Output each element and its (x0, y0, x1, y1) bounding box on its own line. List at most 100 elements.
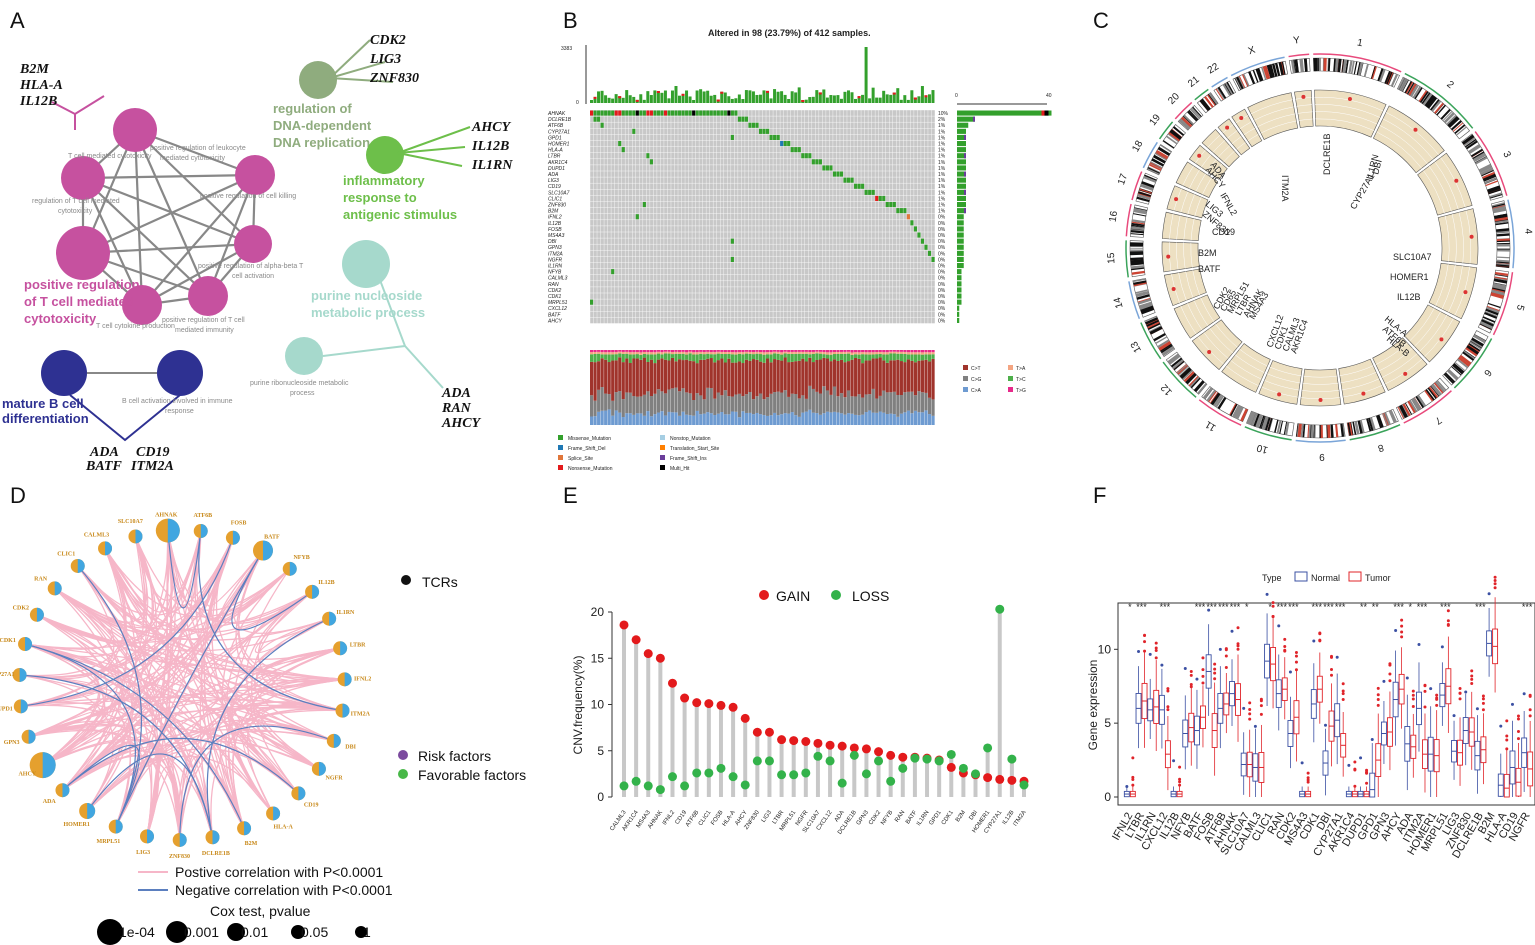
snv-legend-swatch (963, 387, 968, 392)
outlier (1154, 649, 1158, 653)
loss-point (716, 763, 726, 773)
outlier (1224, 654, 1228, 658)
tmb-bar (790, 91, 794, 103)
cnv-track (1338, 358, 1386, 405)
ideogram-band (1496, 242, 1510, 245)
tmb-bar (787, 98, 791, 103)
freq-bar (957, 281, 962, 287)
snv-bar-seg (794, 415, 798, 425)
snv-bar-seg (896, 394, 900, 417)
snv-bar-seg (604, 410, 608, 425)
gene-node-half (87, 802, 96, 819)
snv-bar-seg (906, 350, 911, 353)
tmb-bar (674, 86, 678, 103)
snv-bar-seg (716, 413, 720, 425)
freq-bar-seg (973, 116, 975, 122)
mutation-cell (825, 165, 829, 171)
snv-bar-seg (910, 413, 914, 425)
snv-bar-seg (670, 352, 675, 355)
snv-bar-seg (906, 354, 911, 360)
outlier (1446, 623, 1450, 627)
mutation-cell (618, 110, 622, 116)
ideogram-band (1233, 405, 1242, 419)
snv-bar-seg (787, 396, 791, 414)
mutation-cell (656, 110, 661, 116)
snv-bar-seg (931, 415, 935, 425)
mutation-cell (861, 183, 865, 189)
cnv-grid (1202, 177, 1212, 195)
chrom-label: 10 (1255, 441, 1269, 455)
ideogram-band (1390, 409, 1397, 423)
snv-bar-seg (868, 360, 872, 395)
mutation-legend-swatch (660, 455, 665, 460)
mutation-cell (604, 110, 608, 116)
tmb-bar (604, 95, 608, 103)
snv-bar-seg (607, 350, 611, 353)
gene-label: LIG3 (548, 178, 559, 184)
tmb-bar (857, 96, 861, 103)
term-label: positive regulation of leukocyte (150, 145, 246, 152)
gene-label: LIG3 (369, 52, 401, 67)
snv-bar-seg (702, 354, 706, 360)
cnv-grid (1169, 213, 1174, 239)
ideogram-band (1178, 119, 1190, 130)
snv-bar-seg (822, 354, 826, 358)
snv-bar-seg (695, 410, 699, 425)
outlier (1178, 777, 1182, 781)
outlier (1207, 608, 1211, 612)
ideogram-band (1133, 209, 1147, 215)
snv-bar-seg (632, 352, 636, 355)
snv-bar-seg (804, 411, 808, 425)
ideogram-band (1377, 414, 1384, 428)
snv-bar-seg (846, 351, 851, 354)
ideogram-band (1131, 221, 1145, 225)
ideogram-band (1468, 144, 1481, 154)
ideogram-band (1230, 403, 1238, 417)
freq-bar (957, 232, 964, 238)
gene-node-label: RAN (34, 576, 48, 582)
snv-bar-seg (642, 350, 646, 352)
gene-node-half (25, 637, 33, 652)
snv-bar-seg (614, 392, 618, 411)
tmb-bar (927, 94, 931, 103)
snv-bar-seg (741, 396, 745, 412)
outlier (1178, 780, 1182, 784)
snv-bar-seg (913, 410, 918, 425)
gene-node-half (318, 761, 326, 776)
outlier (1300, 761, 1304, 765)
snv-bar-seg (674, 350, 678, 352)
snv-bar-seg (797, 416, 801, 425)
snv-bar-seg (730, 350, 734, 353)
mutation-cell (593, 110, 597, 116)
snv-bar-seg (758, 361, 763, 394)
gene-node-label: MRPL51 (97, 839, 121, 845)
ideogram-band (1248, 411, 1256, 426)
snv-bar-seg (674, 387, 678, 413)
snv-bar-seg (713, 354, 717, 363)
panel-label-e: E (563, 483, 578, 508)
outlier (1411, 693, 1415, 697)
snv-bar-seg (780, 360, 784, 393)
snv-bar-seg (892, 353, 896, 361)
gain-point (643, 649, 653, 659)
gene-label: HLA-A (19, 78, 63, 93)
mutation-cell (864, 189, 868, 195)
tmb-bar-seg (766, 90, 770, 93)
gene-node-label: CDK1 (0, 638, 16, 644)
snv-bar-seg (906, 391, 911, 411)
gene-pct: 1% (938, 135, 946, 141)
cnv-grid (1458, 212, 1464, 263)
outlier (1382, 679, 1386, 683)
snv-bar-seg (702, 359, 706, 400)
tmb-bar (769, 98, 773, 103)
snv-bar-seg (769, 350, 773, 353)
tmb-bar (868, 98, 872, 103)
ideogram-band (1330, 424, 1333, 438)
snv-bar-seg (889, 353, 893, 361)
outlier (1470, 677, 1474, 681)
snv-bar-seg (917, 352, 921, 355)
snv-bar-seg (839, 353, 844, 360)
mutation-cell (621, 147, 625, 153)
snv-bar-seg (811, 388, 815, 413)
